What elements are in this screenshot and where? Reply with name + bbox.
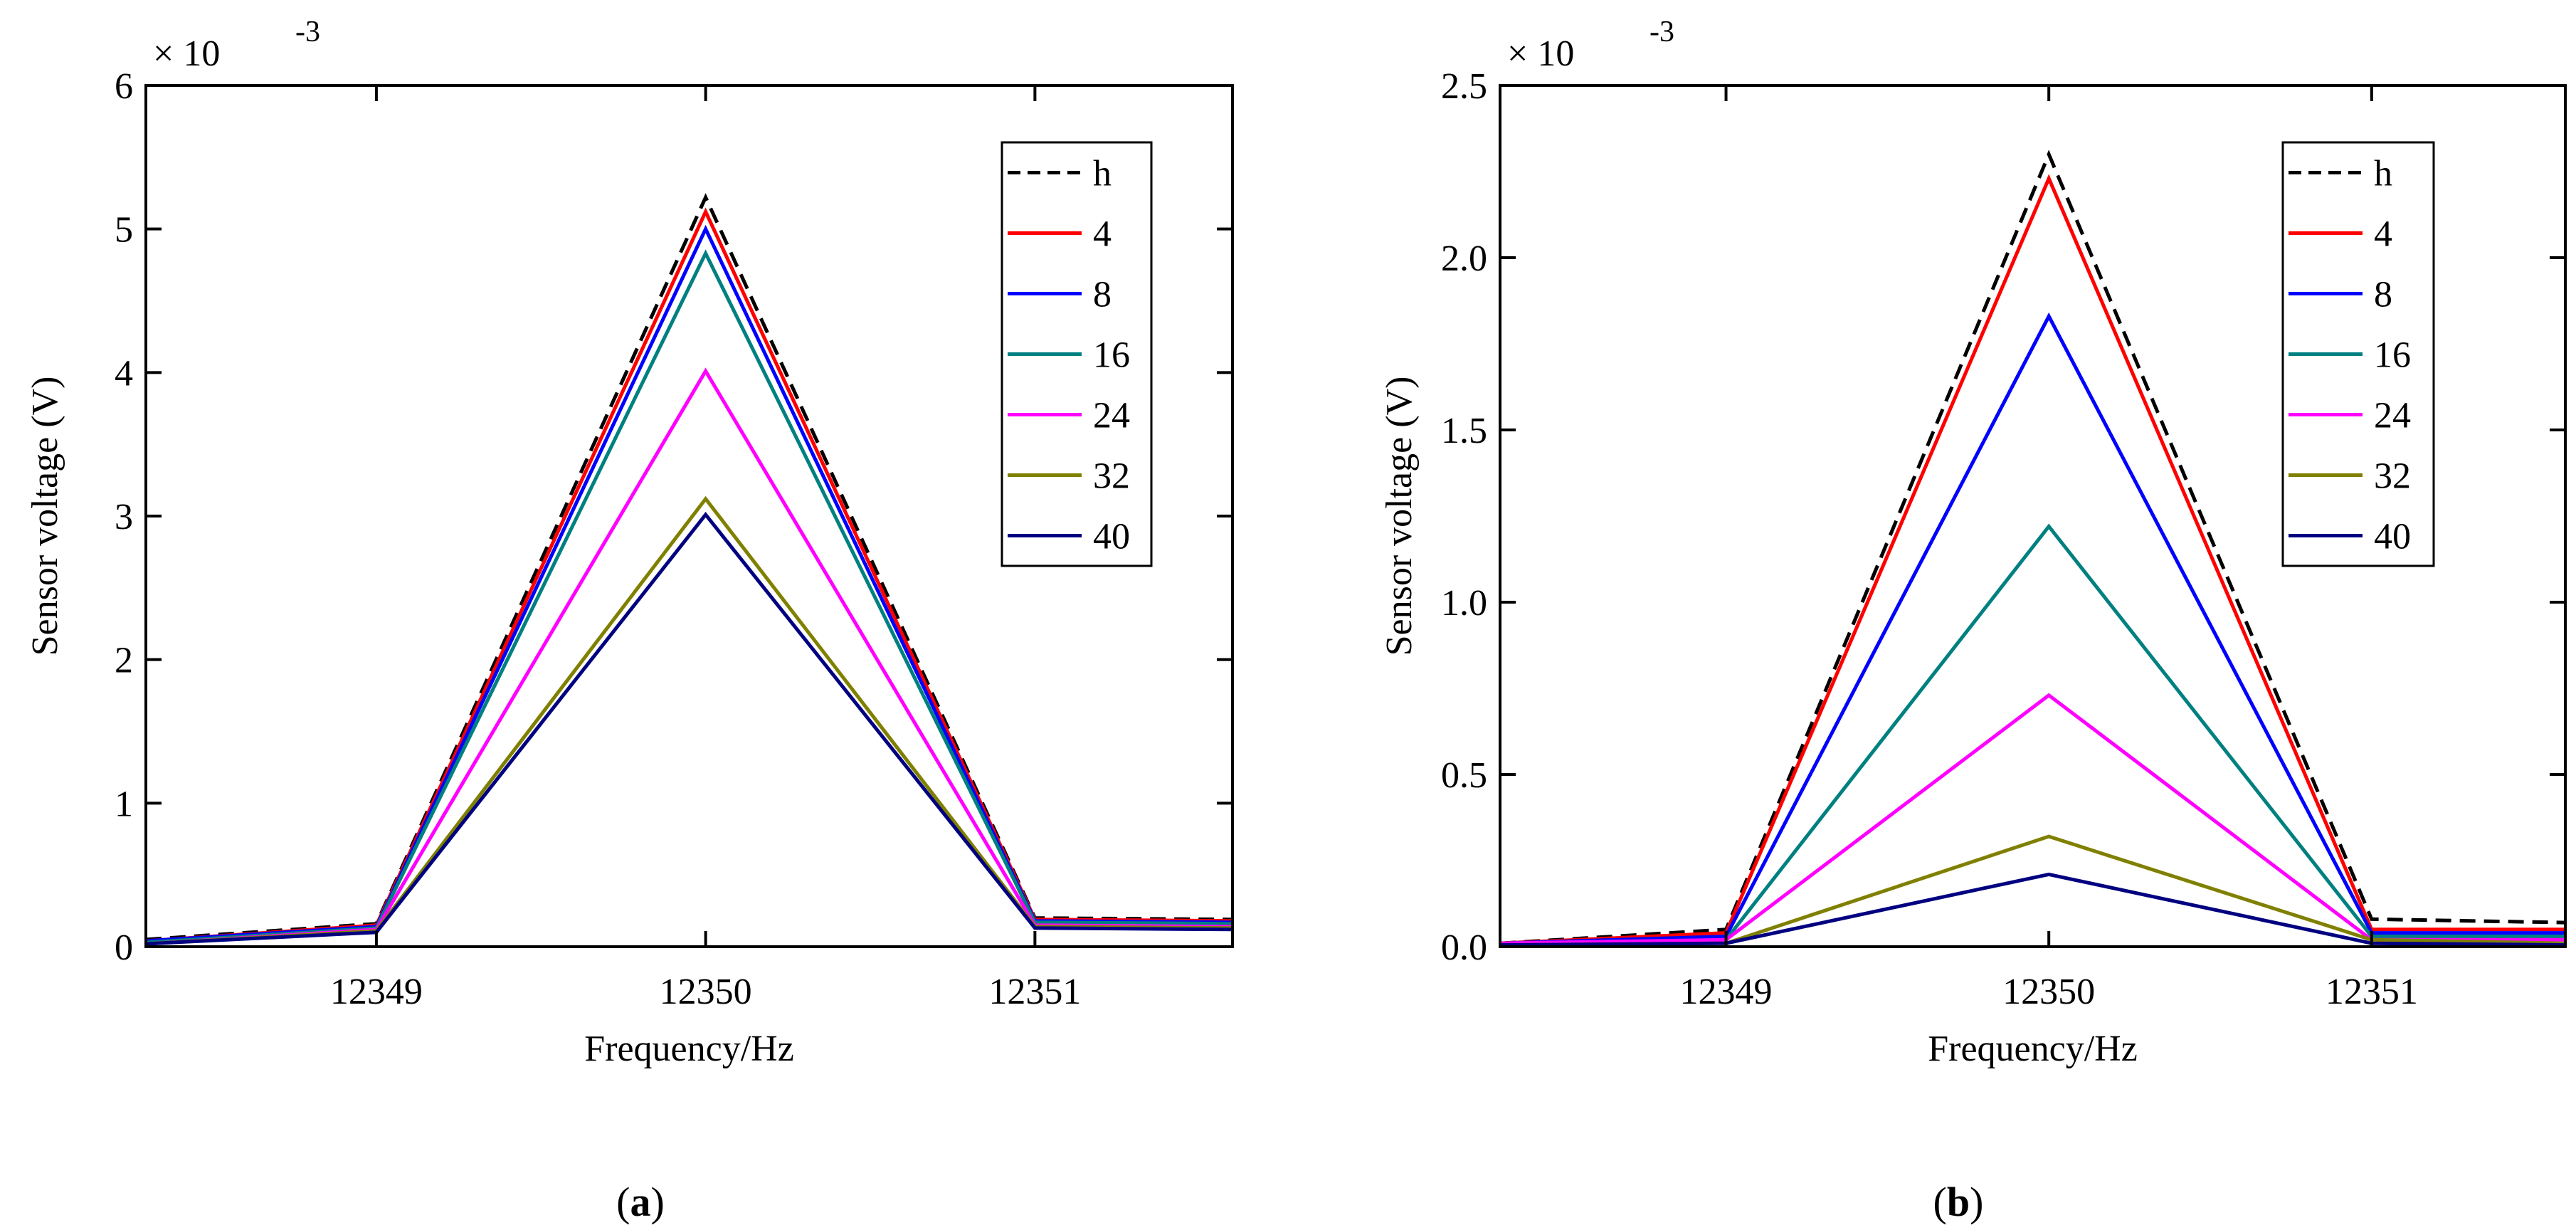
chart-a: 0 1 2 3 4 5 6 12349 12350 12351 Frequency/Hz Sensor… (25, 16, 1234, 1069)
series-line-40 (145, 511, 1233, 946)
legend-label-40: 40 (2374, 517, 2411, 557)
legend-label-h: h (2374, 154, 2392, 194)
legend-label-8: 8 (1093, 275, 1112, 315)
x-axis-label: Frequency/Hz (1928, 1029, 2138, 1069)
legend-label-32: 32 (2374, 456, 2411, 497)
y-tick-label: 0 (115, 927, 133, 968)
y-tick-label: 5 (115, 210, 133, 251)
y-tick-label: 1.5 (1441, 411, 1487, 451)
x-tick-label: 12349 (330, 972, 423, 1012)
y-tick-label: 2.5 (1441, 66, 1487, 107)
legend-label-32: 32 (1093, 456, 1130, 497)
panel-label-a: (a) (616, 1179, 665, 1225)
legend: h 4 8 16 24 32 40 (1001, 141, 1153, 567)
series-line-8 (1499, 312, 2565, 945)
chart-b: 0.0 0.5 1.0 1.5 2.0 2.5 12349 12350 12351 Frequen… (1379, 16, 2567, 1069)
series-line-24 (1499, 693, 2565, 945)
y-tick-label: 2 (115, 641, 133, 681)
y-axis-label: Sensor voltage (V) (1379, 377, 1420, 656)
x-tick-label: 12349 (1680, 972, 1773, 1012)
axis-multiplier: × 10 (1507, 33, 1574, 74)
y-tick-label: 4 (115, 353, 133, 394)
legend-label-40: 40 (1093, 517, 1130, 557)
series-line-40 (1499, 872, 2566, 947)
y-tick-label: 6 (115, 66, 133, 107)
x-axis-label: Frequency/Hz (584, 1029, 794, 1069)
y-tick-label: 2.0 (1441, 238, 1487, 279)
legend-label-4: 4 (2374, 214, 2392, 255)
legend-label-4: 4 (1093, 214, 1112, 255)
panel-label-b: (b) (1933, 1179, 1984, 1225)
y-axis-label: Sensor voltage (V) (25, 377, 65, 656)
y-tick-label: 1 (115, 784, 133, 824)
legend-label-24: 24 (2374, 396, 2411, 436)
y-tick-label: 0.5 (1441, 755, 1487, 796)
legend: h 4 8 16 24 32 40 (2281, 141, 2435, 567)
axis-multiplier-exponent: -3 (295, 16, 320, 48)
legend-label-16: 16 (2374, 335, 2411, 376)
series-line-16 (1499, 523, 2565, 945)
axis-multiplier-exponent: -3 (1649, 16, 1674, 48)
x-tick-label: 12350 (660, 972, 752, 1012)
legend-label-16: 16 (1093, 335, 1130, 376)
series-line-h (1499, 149, 2566, 945)
y-tick-label: 3 (115, 497, 133, 537)
legend-label-24: 24 (1093, 396, 1130, 436)
legend-label-8: 8 (2374, 275, 2392, 315)
plot-frame (1499, 84, 2567, 948)
y-tick-label: 1.0 (1441, 583, 1487, 624)
x-tick-label: 12350 (2002, 972, 2095, 1012)
y-tick-label: 0.0 (1441, 927, 1487, 968)
x-tick-label: 12351 (2326, 972, 2418, 1012)
axis-multiplier: × 10 (153, 33, 220, 74)
series-line-4 (1499, 174, 2565, 945)
x-tick-label: 12351 (988, 972, 1081, 1012)
legend-label-h: h (1093, 154, 1112, 194)
